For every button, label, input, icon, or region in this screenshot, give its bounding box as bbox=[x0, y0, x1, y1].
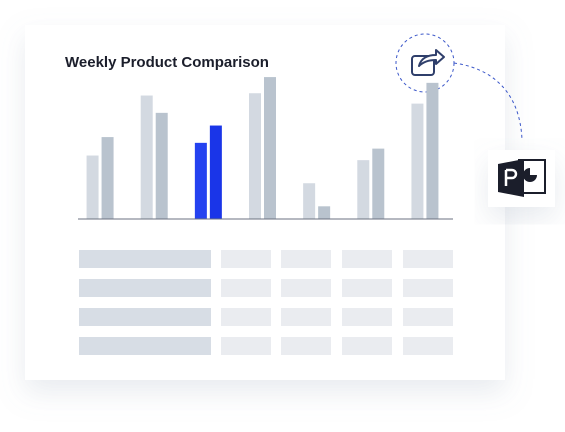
table-placeholder bbox=[79, 250, 453, 355]
bar bbox=[209, 125, 222, 219]
bar bbox=[318, 206, 331, 219]
bar bbox=[140, 95, 153, 219]
bar bbox=[411, 103, 424, 219]
bar bbox=[101, 137, 114, 219]
chart-title: Weekly Product Comparison bbox=[65, 54, 269, 71]
bar bbox=[155, 112, 168, 219]
bar bbox=[264, 77, 276, 219]
bar bbox=[357, 160, 370, 219]
bar bbox=[372, 148, 385, 219]
bar bbox=[86, 155, 99, 219]
bar bbox=[249, 93, 261, 219]
bar bbox=[426, 82, 439, 219]
connector bbox=[453, 62, 523, 141]
powerpoint-icon[interactable] bbox=[488, 150, 555, 207]
bar bbox=[303, 183, 316, 219]
share-button[interactable] bbox=[395, 33, 455, 93]
bar bbox=[194, 142, 207, 219]
